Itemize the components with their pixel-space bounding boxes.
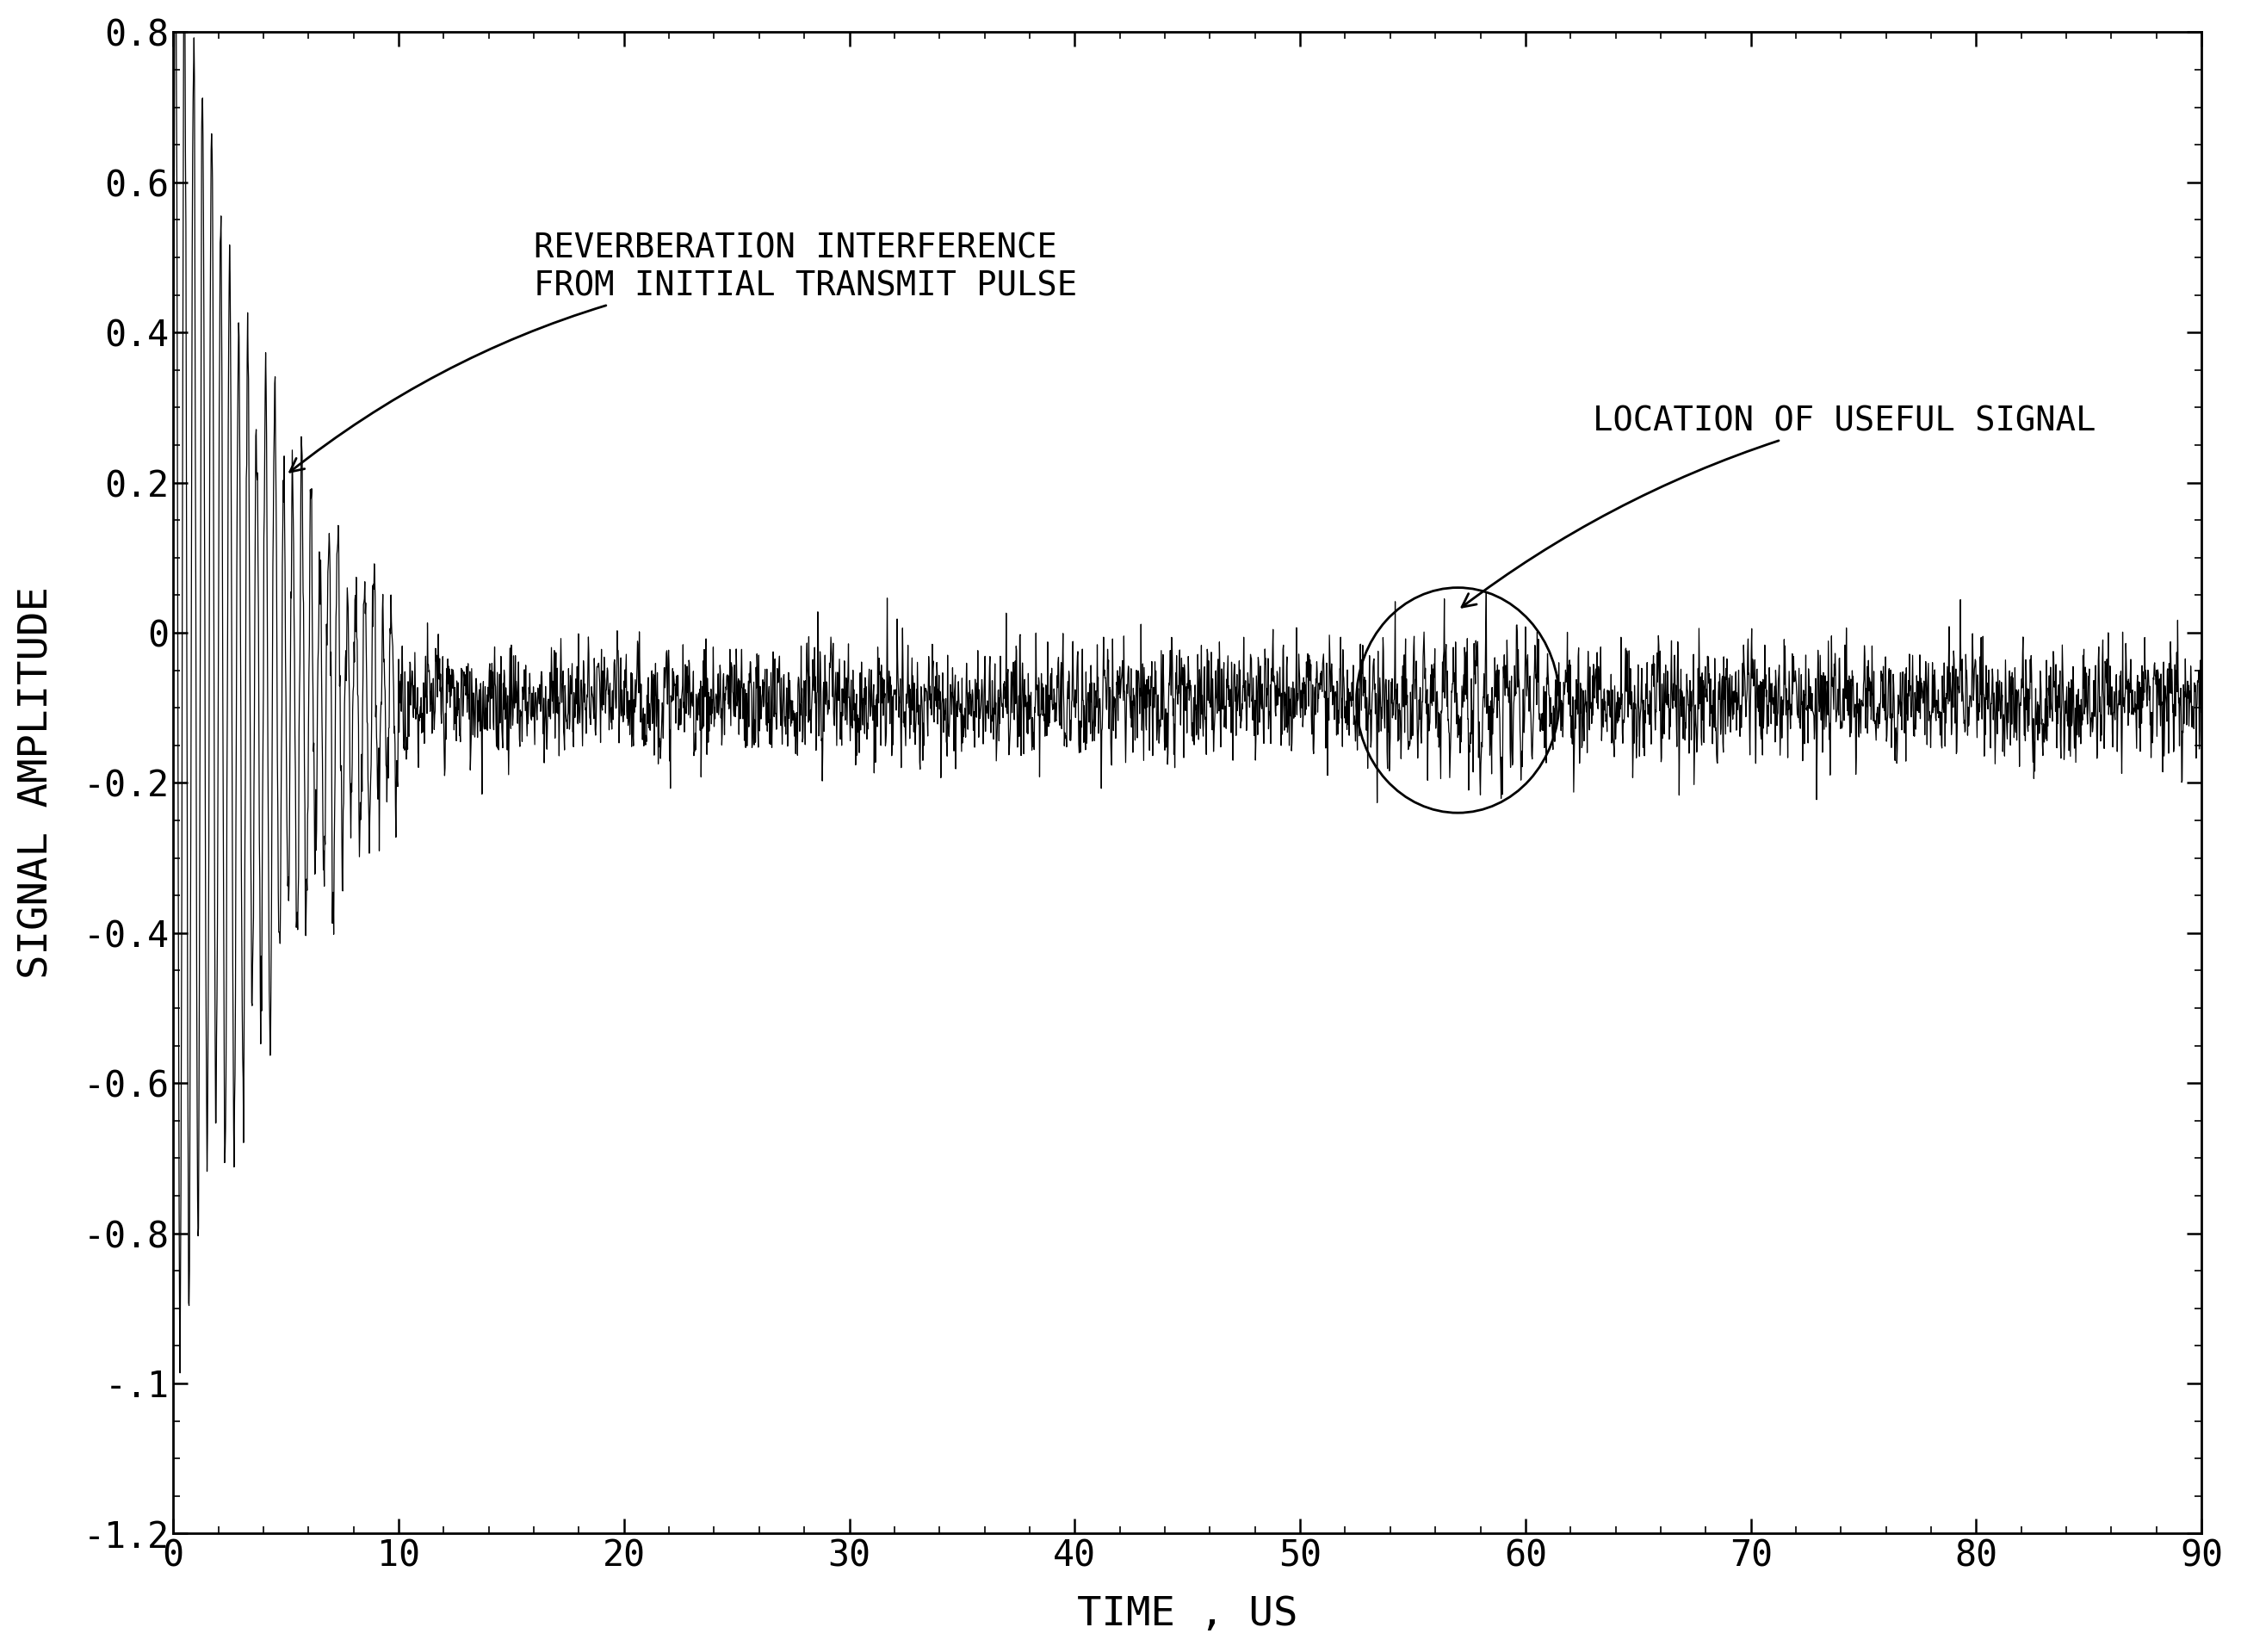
Y-axis label: SIGNAL AMPLITUDE: SIGNAL AMPLITUDE	[18, 586, 56, 980]
Text: LOCATION OF USEFUL SIGNAL: LOCATION OF USEFUL SIGNAL	[1461, 405, 2095, 606]
Text: REVERBERATION INTERFERENCE
FROM INITIAL TRANSMIT PULSE: REVERBERATION INTERFERENCE FROM INITIAL …	[289, 231, 1078, 472]
X-axis label: TIME , US: TIME , US	[1078, 1596, 1298, 1634]
